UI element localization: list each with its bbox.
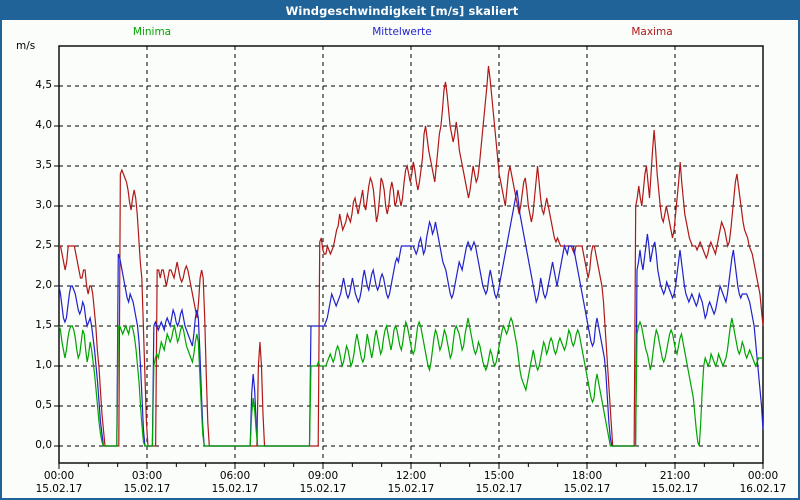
y-axis-tick-label: 4,5 [35, 79, 52, 91]
legend-item-mittelwerte: Mittelwerte [372, 26, 432, 38]
x-axis-tick-label: 06:00 15.02.17 [200, 470, 270, 496]
x-axis-tick-time: 03:00 [131, 470, 163, 482]
x-axis-tick-time: 06:00 [219, 470, 251, 482]
y-axis-tick-label: 1,5 [35, 319, 52, 331]
series-line-minima [58, 316, 763, 447]
legend-item-maxima: Maxima [631, 26, 673, 38]
series-line-maxima [59, 65, 764, 447]
x-axis-tick-date: 16.02.17 [739, 483, 787, 495]
x-axis-tick-time: 21:00 [659, 470, 691, 482]
page-title: Windgeschwindigkeit [m/s] skaliert [285, 4, 519, 18]
x-axis-tick-date: 15.02.17 [123, 483, 171, 495]
x-axis-tick-date: 15.02.17 [299, 483, 347, 495]
x-axis-tick-time: 09:00 [307, 470, 339, 482]
y-axis-tick-label: 0,0 [35, 439, 52, 451]
x-axis-tick-date: 15.02.17 [475, 483, 523, 495]
x-axis-tick-time: 15:00 [483, 470, 515, 482]
x-axis-tick-label: 18:00 15.02.17 [552, 470, 622, 496]
x-axis-tick-date: 15.02.17 [35, 483, 83, 495]
x-axis-tick-date: 15.02.17 [651, 483, 699, 495]
x-axis-tick-date: 15.02.17 [563, 483, 611, 495]
x-axis-tick-label: 12:00 15.02.17 [376, 470, 446, 496]
y-axis-tick-label: 4,0 [35, 119, 52, 131]
x-axis-tick-label: 09:00 15.02.17 [288, 470, 358, 496]
y-axis-tick-label: 2,0 [35, 279, 52, 291]
x-axis-tick-time: 18:00 [571, 470, 603, 482]
y-axis-tick-label: 2,5 [35, 239, 52, 251]
x-axis-tick-time: 12:00 [395, 470, 427, 482]
x-axis-tick-time: 00:00 [43, 470, 75, 482]
x-axis-tick-time: 00:00 [747, 470, 779, 482]
x-axis-tick-date: 15.02.17 [211, 483, 259, 495]
x-axis-tick-label: 00:00 16.02.17 [728, 470, 798, 496]
y-axis-tick-label: 0,5 [35, 399, 52, 411]
legend-item-minima: Minima [132, 26, 172, 38]
series-line-mittelwerte [58, 189, 764, 447]
y-axis-tick-label: 3,0 [35, 199, 52, 211]
chart-legend: Minima Mittelwerte Maxima [2, 26, 798, 40]
x-axis-tick-label: 21:00 15.02.17 [640, 470, 710, 496]
x-axis-tick-label: 03:00 15.02.17 [112, 470, 182, 496]
x-axis-tick-date: 15.02.17 [387, 483, 435, 495]
x-axis-tick-label: 00:00 15.02.17 [24, 470, 94, 496]
y-axis-tick-label: 3,5 [35, 159, 52, 171]
window-title-bar: Windgeschwindigkeit [m/s] skaliert [2, 2, 798, 20]
y-axis-tick-label: 1,0 [35, 359, 52, 371]
y-axis-unit-label: m/s [16, 40, 36, 52]
x-axis-tick-label: 15:00 15.02.17 [464, 470, 534, 496]
